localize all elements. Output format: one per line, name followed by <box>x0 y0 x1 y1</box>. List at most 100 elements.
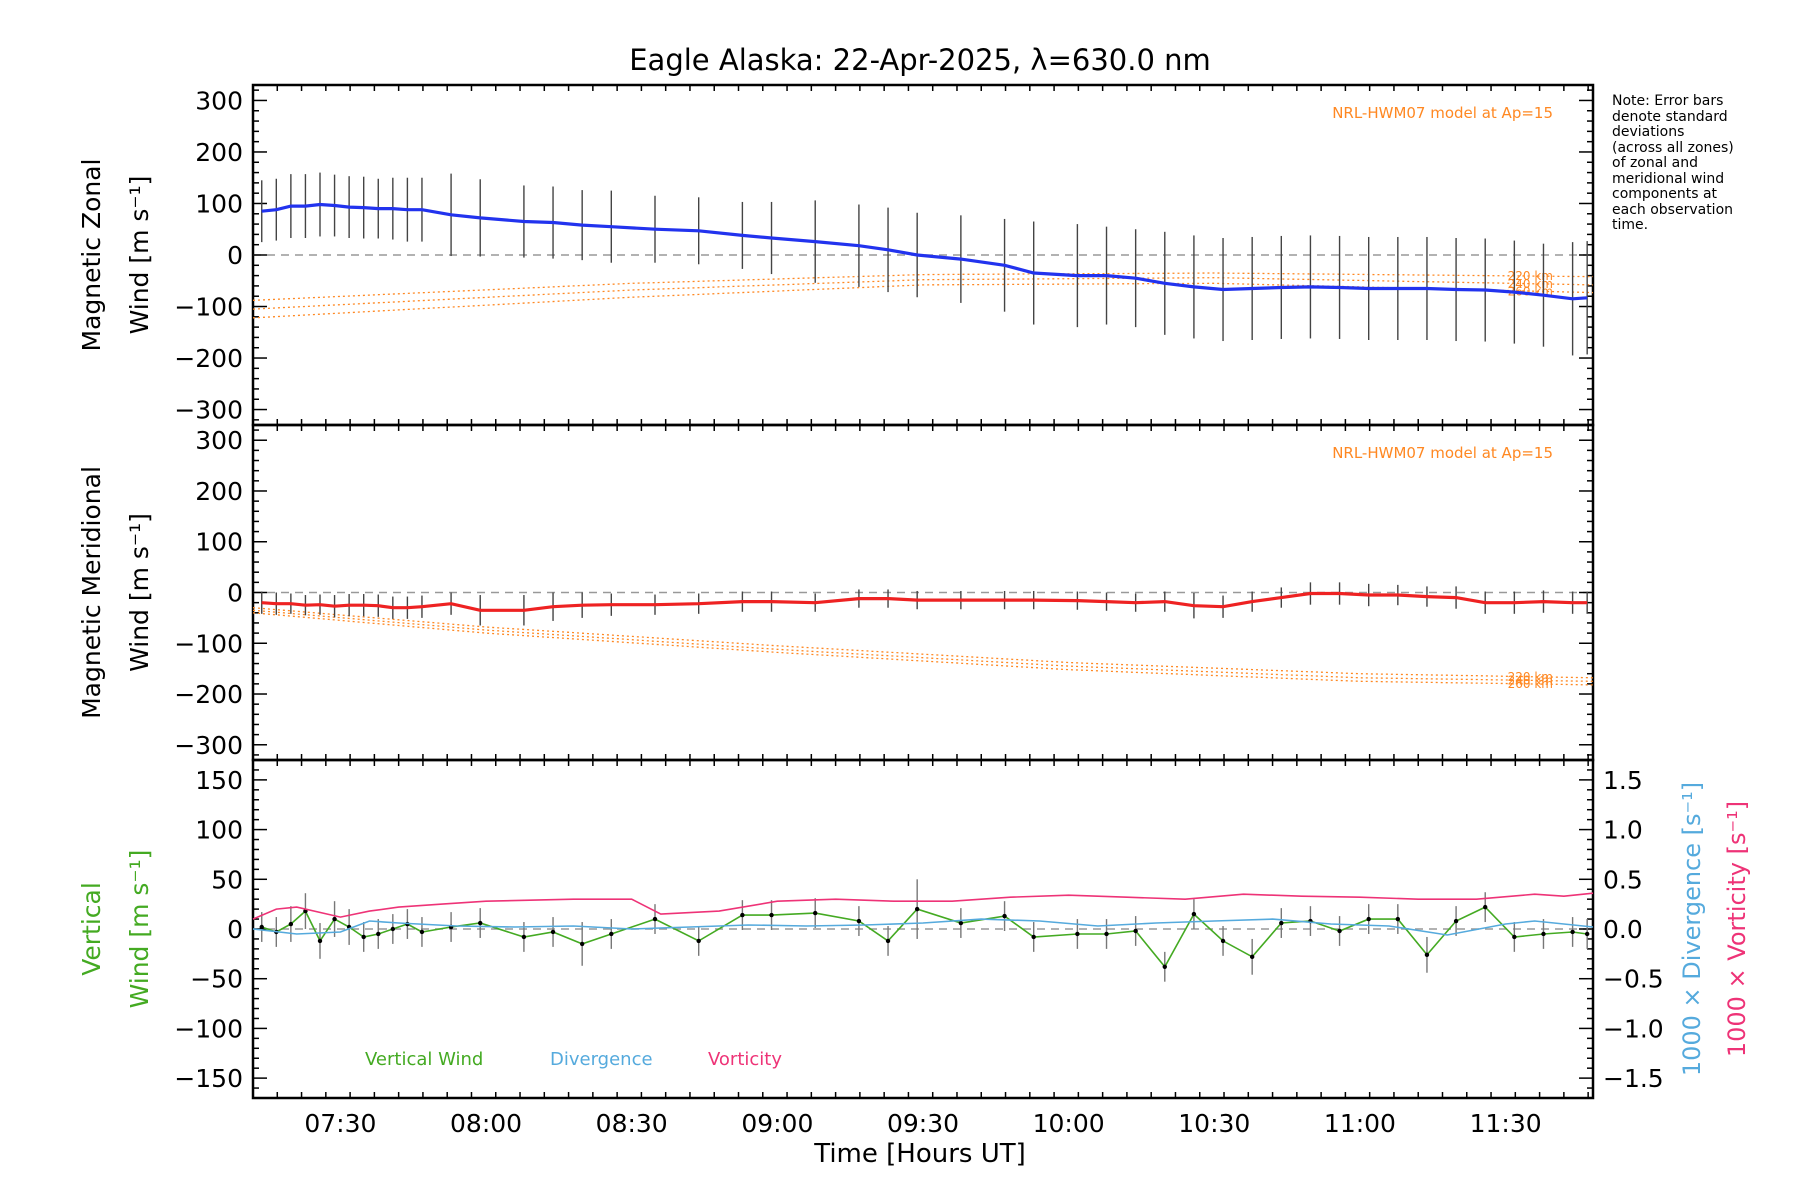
y-tick-label: −200 <box>174 680 243 709</box>
x-tick-label: 07:30 <box>304 1109 376 1138</box>
vertical-wind-panel: 150 100 50 0 −50 −100 −150 1.5 1.0 0.5 0.0 −0.5 −1.0… <box>77 758 1751 1100</box>
x-tick-label: 11:00 <box>1324 1109 1396 1138</box>
data-point <box>317 938 323 944</box>
time-axis: 07:30 08:00 08:30 09:00 09:30 10:00 10:30 11:00… <box>304 1109 1541 1138</box>
y-axis-title: Wind [m s⁻¹] <box>125 176 154 335</box>
data-point <box>478 920 483 926</box>
data-point <box>550 929 556 935</box>
data-point <box>419 929 425 935</box>
y2-tick-label: 0.5 <box>1603 865 1643 894</box>
data-point <box>1104 931 1109 937</box>
y-axis-title: Wind [m s⁻¹] <box>125 850 154 1009</box>
y-axis-title: Magnetic Meridional <box>77 466 106 719</box>
meridional-wind-panel: 300 200 100 0 −100 −200 −300 Magnetic Meridiona… <box>77 423 1595 762</box>
x-tick-label: 10:30 <box>1178 1109 1250 1138</box>
vorticity-axis-title: 1000 × Vorticity [s⁻¹] <box>1723 801 1751 1057</box>
data-point <box>259 924 264 930</box>
data-point <box>813 910 818 916</box>
data-point <box>1366 916 1371 922</box>
note-line: of zonal and <box>1612 155 1698 171</box>
x-tick-label: 08:00 <box>450 1109 522 1138</box>
data-point <box>696 938 701 944</box>
data-point <box>1337 928 1342 934</box>
x-tick-label: 10:00 <box>1033 1109 1105 1138</box>
error-bar-note: Note: Error bars denote standard deviati… <box>1612 93 1792 234</box>
divergence-axis-title: 1000 × Divergence [s⁻¹] <box>1678 782 1706 1076</box>
series-line-vorticity <box>252 892 1594 920</box>
y-tick-label: 150 <box>195 766 243 795</box>
y-tick-label: 100 <box>195 528 243 557</box>
y2-tick-label: −0.5 <box>1603 965 1664 994</box>
data-point <box>521 934 527 940</box>
data-point <box>332 916 337 922</box>
data-point <box>1249 954 1255 960</box>
y-tick-label: −300 <box>174 731 243 760</box>
y2-tick-label: −1.5 <box>1603 1064 1664 1093</box>
series-line-divergence <box>252 918 1594 936</box>
model-label: NRL-HWM07 model at Ap=15 <box>1332 104 1553 122</box>
data-point <box>1584 931 1590 937</box>
data-point <box>609 931 614 937</box>
data-point <box>1075 931 1080 937</box>
data-point <box>856 918 862 924</box>
legend-entry: Vorticity <box>708 1049 782 1070</box>
y-tick-label: 200 <box>195 138 243 167</box>
data-point <box>1133 928 1138 934</box>
model-curve-260km <box>252 282 1594 319</box>
model-label: NRL-HWM07 model at Ap=15 <box>1332 444 1553 462</box>
chart-title: Eagle Alaska: 22-Apr-2025, λ=630.0 nm <box>629 43 1211 77</box>
y-tick-label: 0 <box>227 915 243 944</box>
x-tick-label: 11:30 <box>1470 1109 1542 1138</box>
y-axis-title: Wind [m s⁻¹] <box>125 513 154 672</box>
y2-tick-label: 0.0 <box>1603 915 1643 944</box>
y-tick-label: 100 <box>195 189 243 218</box>
y-tick-label: 0 <box>227 579 243 608</box>
y-tick-label: 300 <box>195 426 243 455</box>
y-tick-label: −50 <box>190 965 243 994</box>
note-line: denote standard <box>1612 108 1728 125</box>
series-line-magnetic-zonal-wind <box>261 202 1588 301</box>
note-line: time. <box>1612 217 1649 233</box>
y-tick-label: −100 <box>174 293 243 322</box>
model-curve-220km <box>252 272 1594 301</box>
series-line-vertical-wind <box>261 906 1588 969</box>
x-tick-label: 08:30 <box>596 1109 668 1138</box>
model-curve-220km <box>252 607 1594 679</box>
data-point <box>1541 931 1546 937</box>
data-point <box>1483 904 1488 910</box>
model-altitude-label: 220 km <box>1508 670 1553 684</box>
y-tick-label: 200 <box>195 477 243 506</box>
y-tick-label: −150 <box>174 1064 243 1093</box>
model-curve-240km <box>252 609 1594 682</box>
note-line: (across all zones) <box>1612 139 1734 156</box>
y-tick-label: 100 <box>195 816 243 845</box>
y2-tick-label: 1.5 <box>1603 766 1643 795</box>
data-point <box>1512 934 1517 940</box>
zonal-wind-panel: 300 200 100 0 −100 −200 −300 Magnetic Zonal Wind… <box>77 83 1595 427</box>
data-point <box>579 941 585 947</box>
data-point <box>1031 934 1036 940</box>
data-point <box>740 912 745 918</box>
y-axis-title: Vertical <box>77 882 106 976</box>
note-line: components at <box>1612 186 1718 202</box>
y-tick-label: −300 <box>174 396 243 425</box>
data-point <box>652 916 658 922</box>
data-point <box>1453 918 1459 924</box>
data-point <box>288 921 294 927</box>
model-altitude-label: 260 km <box>1508 677 1553 691</box>
y-tick-label: −200 <box>174 344 243 373</box>
data-point <box>769 912 774 918</box>
data-point <box>1424 952 1430 958</box>
series-line-magnetic-meridional-wind <box>261 591 1588 612</box>
model-altitude-label: 240 km <box>1508 674 1553 688</box>
data-point <box>1162 964 1167 969</box>
y-tick-label: −100 <box>174 629 243 658</box>
note-line: Note: Error bars <box>1612 93 1724 109</box>
data-point <box>914 906 920 912</box>
data-point <box>1570 929 1575 935</box>
model-altitude-label: 240 km <box>1508 277 1553 291</box>
legend-entry: Divergence <box>550 1049 653 1070</box>
model-altitude-label: 220 km <box>1508 269 1553 283</box>
data-point <box>885 938 891 944</box>
